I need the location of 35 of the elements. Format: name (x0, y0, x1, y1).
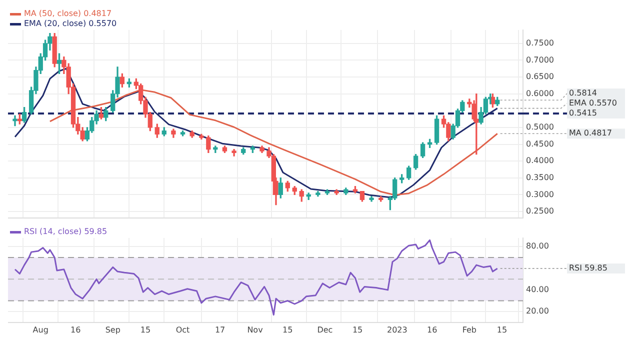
x-tick-label: Sep (105, 325, 120, 334)
x-tick-label: Oct (176, 325, 190, 334)
x-tick-label: Dec (317, 325, 333, 334)
ref-line-label: 0.5415 (569, 108, 597, 118)
y-tick-label: 0.2500 (526, 206, 554, 216)
x-tick-label: 15 (282, 325, 293, 334)
y-tick-label: 0.5000 (526, 122, 554, 132)
y-tick-label: 0.4000 (526, 156, 554, 166)
y-tick-label: 0.7000 (526, 55, 554, 64)
x-tick-label: Aug (32, 325, 48, 334)
legend-label: RSI (14, close) 59.85 (24, 227, 108, 236)
x-tick-label: 17 (214, 325, 226, 334)
x-tick-label: 16 (427, 325, 438, 334)
y-tick-label: 0.6500 (526, 72, 554, 82)
x-tick-label: Feb (462, 325, 476, 334)
annotation: EMA 0.5570 (569, 98, 617, 108)
x-tick-label: 15 (352, 325, 363, 334)
annotation: 0.5814 (569, 88, 597, 98)
x-tick-label: 15 (496, 325, 508, 334)
y-tick-label: 80.00 (526, 242, 549, 251)
x-tick-label: 2023 (386, 325, 408, 334)
y-tick-label: 0.3000 (526, 190, 554, 199)
y-tick-label: 0.3500 (526, 172, 554, 182)
y-tick-label: 20.00 (526, 306, 549, 316)
y-tick-label: 0.6000 (526, 88, 554, 98)
y-tick-label: 0.4500 (526, 139, 554, 148)
legend-label: EMA (20, close) 0.5570 (24, 19, 117, 28)
y-tick-label: 0.7500 (526, 38, 554, 48)
x-tick-label: 15 (140, 325, 151, 334)
y-tick-label: 40.00 (526, 285, 549, 294)
annotation: RSI 59.85 (569, 264, 608, 273)
annotation: MA 0.4817 (569, 128, 612, 138)
x-tick-label: Nov (247, 325, 264, 334)
x-tick-label: 16 (70, 325, 81, 334)
legend-label: MA (50, close) 0.4817 (24, 9, 112, 18)
